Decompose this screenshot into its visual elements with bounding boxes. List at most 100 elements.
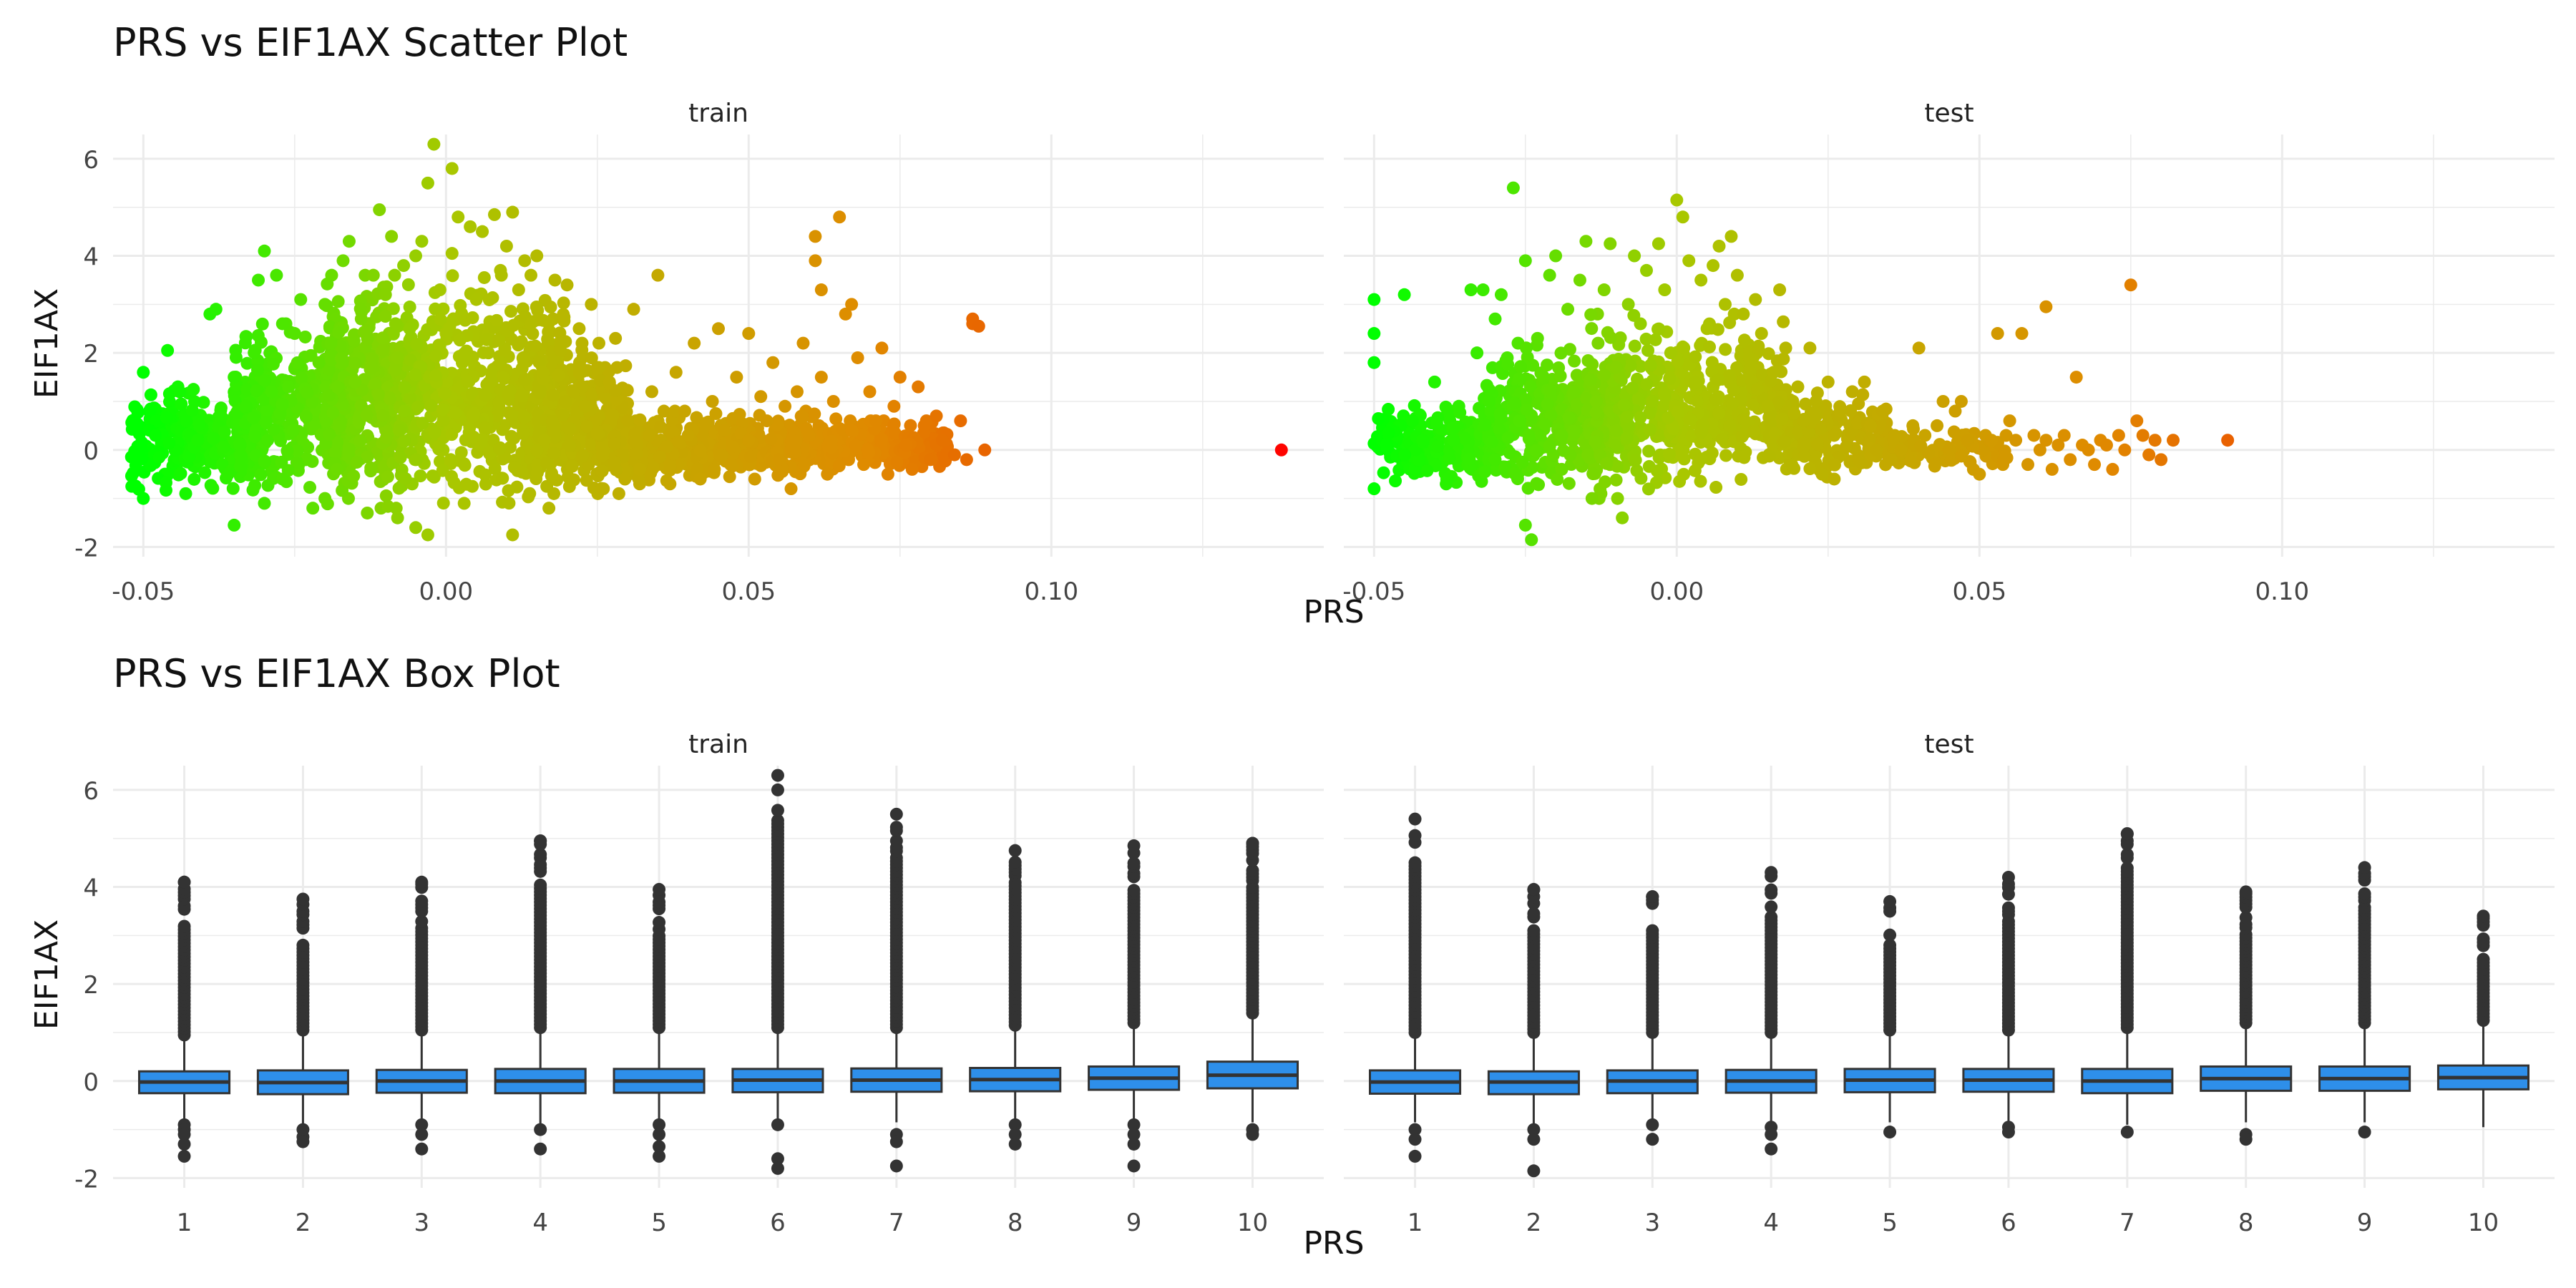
- scatter-test-point: [1903, 454, 1917, 468]
- scatter-train-point: [669, 366, 683, 379]
- scatter-train-point: [415, 235, 429, 248]
- scatter-train-point: [303, 481, 317, 494]
- box-train-cat-4-outlier: [534, 878, 547, 892]
- scatter-test-point: [1914, 439, 1928, 453]
- scatter-test-point: [1493, 407, 1507, 421]
- scatter-test-point: [1543, 384, 1557, 397]
- scatter-train-point: [488, 462, 502, 475]
- box-test-cat-3-outlier: [1646, 1133, 1659, 1146]
- scatter-train-point: [590, 361, 604, 374]
- scatter-test-point: [1718, 298, 1732, 311]
- scatter-test-point: [1382, 426, 1395, 440]
- scatter-test-point: [1551, 472, 1564, 486]
- scatter-test-point: [1415, 434, 1429, 447]
- scatter-train-point: [502, 388, 515, 401]
- box-train-cat-2-outlier: [296, 938, 310, 952]
- scatter-train-point: [743, 450, 757, 464]
- scatter-test-point: [2027, 429, 2041, 442]
- scatter-train-point: [348, 356, 362, 370]
- scatter-train-point: [507, 318, 520, 332]
- scatter-test-point: [1443, 452, 1456, 465]
- scatter-train-point: [565, 459, 579, 473]
- scatter-train-point: [506, 205, 519, 219]
- scatter-test-point: [1677, 467, 1691, 481]
- scatter-train-point: [542, 502, 556, 515]
- scatter-train-point: [578, 399, 592, 413]
- scatter-train-point: [808, 407, 821, 421]
- scatter-test-point: [1719, 449, 1733, 462]
- scatter-train-point: [559, 395, 572, 409]
- scatter-train-point: [228, 518, 241, 532]
- scatter-train-point: [460, 375, 474, 389]
- scatter-train-point: [248, 430, 262, 444]
- box-train-cat-5-outlier: [653, 1140, 666, 1153]
- scatter-train-point: [379, 431, 393, 444]
- scatter-test-point: [1658, 390, 1672, 404]
- scatter-train-point: [174, 467, 187, 480]
- scatter-test-point: [1663, 372, 1677, 386]
- scatter-train-point: [490, 409, 504, 423]
- scatter-train-point: [954, 414, 967, 428]
- scatter-test-point: [1501, 431, 1515, 444]
- scatter-train-point: [321, 277, 334, 291]
- scatter-train-point: [862, 446, 876, 459]
- scatter-test-point: [1628, 249, 1641, 263]
- scatter-train-point: [221, 467, 235, 481]
- scatter-train-point: [137, 492, 150, 505]
- scatter-train-point: [187, 383, 200, 396]
- scatter-test-point: [1936, 394, 1950, 408]
- box-train-cat-6-outlier: [771, 1161, 784, 1175]
- scatter-train-point: [439, 327, 453, 341]
- scatter-train-point: [479, 389, 492, 402]
- box-test-cat-2-outlier: [1527, 882, 1541, 896]
- scatter-test-point: [1566, 429, 1580, 442]
- scatter-train-point: [391, 351, 404, 364]
- scatter-test-point: [1541, 397, 1554, 411]
- scatter-test-point: [1828, 458, 1842, 472]
- scatter-train-point: [764, 432, 778, 446]
- scatter-train-point: [532, 356, 546, 369]
- scatter-train-point: [547, 447, 561, 460]
- scatter-train-point: [706, 394, 719, 408]
- scatter-test-point: [1747, 424, 1760, 438]
- scatter-train-point: [504, 409, 518, 422]
- scatter-train-point: [150, 414, 163, 428]
- box-test-cat-2-outlier: [1527, 1133, 1541, 1146]
- box-train-cat-5-outlier: [653, 882, 666, 896]
- scatter-test-point: [1703, 340, 1717, 353]
- scatter-train-point: [330, 436, 343, 449]
- scatter-train-point: [476, 225, 489, 238]
- scatter-test-point: [1367, 327, 1381, 341]
- scatter-train-point: [947, 448, 961, 462]
- scatter-train-point: [409, 453, 423, 467]
- scatter-train-point: [240, 383, 254, 396]
- scatter-test-point: [1476, 283, 1490, 297]
- scatter-test-point: [1885, 453, 1898, 467]
- scatter-train-point: [844, 414, 857, 428]
- scatter-train-point: [600, 392, 613, 406]
- scatter-train-point: [881, 467, 894, 481]
- scatter-train-point: [502, 484, 515, 497]
- scatter-test-point: [1828, 429, 1841, 442]
- scatter-test-point: [1580, 392, 1594, 406]
- scatter-test-point: [1407, 399, 1421, 412]
- scatter-train-point: [259, 416, 273, 429]
- box-train-cat-6-outlier: [771, 1152, 784, 1166]
- scatter-train-point: [454, 446, 468, 459]
- scatter-train-point: [592, 427, 605, 441]
- scatter-train-point: [874, 432, 887, 446]
- scatter-test-point: [1746, 398, 1760, 411]
- scatter-train-point: [421, 528, 434, 542]
- scatter-train-point: [645, 385, 658, 399]
- scatter-test-point: [1562, 411, 1576, 424]
- scatter-test-point: [1478, 418, 1492, 431]
- scatter-test-point: [1529, 444, 1543, 457]
- scatter-train-point: [978, 443, 992, 457]
- scatter-train-point: [392, 424, 406, 437]
- scatter-train-point: [366, 361, 379, 375]
- scatter-train-point: [887, 399, 901, 413]
- scatter-test-point: [1604, 331, 1617, 344]
- scatter-test-point: [1367, 482, 1381, 496]
- scatter-train-point: [572, 322, 586, 336]
- scatter-train-point: [632, 472, 645, 486]
